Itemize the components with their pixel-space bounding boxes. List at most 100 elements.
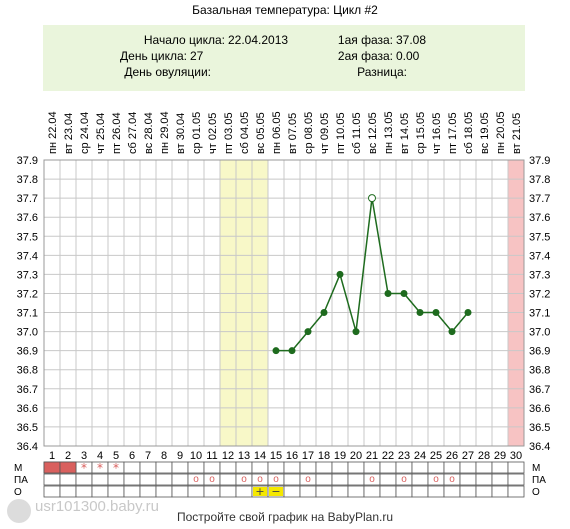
y-tick-label-right: 37.5 (529, 231, 550, 243)
y-tick-label-right: 36.9 (529, 346, 550, 358)
row-cell (75, 473, 93, 486)
next-period-band (508, 160, 524, 446)
x-day-number: 17 (302, 450, 314, 462)
x-date-label: вт 30.04 (175, 113, 187, 154)
row-cell (187, 485, 205, 498)
x-day-number: 13 (238, 450, 250, 462)
row-cell (43, 485, 61, 498)
x-date-label: ср 24.04 (79, 112, 91, 154)
x-date-label: вт 23.04 (63, 113, 75, 154)
row-cell (395, 461, 413, 474)
row-cell (331, 485, 349, 498)
row-cell (219, 461, 237, 474)
row-cell (363, 461, 381, 474)
x-date-label: вс 28.04 (143, 112, 155, 154)
row-cell (315, 473, 333, 486)
ovulation-test-mark: + (255, 485, 264, 498)
data-point (464, 309, 472, 317)
x-date-label: чт 09.05 (319, 113, 331, 154)
x-day-number: 27 (462, 450, 474, 462)
y-tick-label-right: 37.9 (529, 155, 550, 167)
data-point (272, 347, 280, 355)
y-tick-label-left: 36.6 (17, 403, 38, 415)
row-cell (443, 485, 461, 498)
x-date-label: ср 15.05 (415, 112, 427, 154)
row-cell (219, 485, 237, 498)
ovulation-day-label: День овуляции: (124, 65, 211, 79)
row-cell (347, 485, 365, 498)
y-tick-label-right: 36.8 (529, 365, 550, 377)
difference-label: Разница: (357, 65, 407, 79)
row-cell (171, 473, 189, 486)
row-cell (299, 485, 317, 498)
y-tick-label-left: 37.2 (17, 288, 38, 300)
data-point (432, 309, 440, 317)
menstruation-cell (59, 461, 77, 474)
data-point (368, 194, 376, 203)
row-cell (267, 461, 285, 474)
y-tick-label-right: 36.7 (529, 384, 550, 396)
x-day-number: 18 (318, 450, 330, 462)
row-cell (43, 473, 61, 486)
x-date-label: вс 05.05 (255, 112, 267, 154)
ovulation-test-cell (253, 487, 267, 496)
y-tick-label-right: 36.5 (529, 422, 550, 434)
x-day-number: 30 (510, 450, 522, 462)
row-cell (139, 473, 157, 486)
x-day-number: 7 (145, 450, 151, 462)
row-cell (59, 485, 77, 498)
row-cell (203, 461, 221, 474)
intercourse-mark: о (401, 474, 407, 485)
data-point (416, 309, 424, 317)
x-day-number: 3 (81, 450, 87, 462)
row-cell (123, 461, 141, 474)
x-date-label: чт 02.05 (207, 113, 219, 154)
intercourse-mark: о (257, 474, 263, 485)
x-date-label: вт 21.05 (511, 113, 523, 154)
y-tick-label-left: 37.7 (17, 193, 38, 205)
x-day-number: 24 (414, 450, 426, 462)
x-date-label: ср 01.05 (191, 112, 203, 154)
footer-link[interactable]: Постройте свой график на BabyPlan.ru (176, 510, 394, 524)
row-cell (139, 485, 157, 498)
x-day-number: 29 (494, 450, 506, 462)
row-cell (315, 461, 333, 474)
phase2-label: 2ая фаза: (337, 49, 393, 63)
y-tick-label-right: 37.6 (529, 212, 550, 224)
cycle-start-label: Начало цикла: (143, 33, 225, 47)
y-tick-label-left: 37.3 (17, 269, 38, 281)
row-cell (91, 485, 109, 498)
spotting-mark: * (113, 461, 119, 475)
y-tick-label-right: 37.4 (529, 250, 550, 262)
row-cell (347, 461, 365, 474)
intercourse-mark: о (193, 474, 199, 485)
row-cell (283, 473, 301, 486)
row-cell (219, 473, 237, 486)
x-date-label: вс 19.05 (479, 112, 491, 154)
x-date-label: пт 26.04 (111, 112, 123, 154)
row-cell (475, 461, 493, 474)
row-cell (379, 473, 397, 486)
y-tick-label-left: 36.7 (17, 384, 38, 396)
x-day-number: 2 (65, 450, 71, 462)
x-day-number: 20 (350, 450, 362, 462)
row-label-right: М (532, 463, 540, 474)
x-day-number: 10 (190, 450, 202, 462)
x-date-label: чт 16.05 (431, 113, 443, 154)
data-point (288, 347, 296, 355)
x-date-label: сб 04.05 (239, 112, 251, 154)
row-cell (331, 473, 349, 486)
row-label-right: ПА (532, 475, 546, 486)
y-tick-label-right: 36.4 (529, 441, 550, 453)
y-tick-label-left: 37.9 (17, 155, 38, 167)
y-tick-label-left: 37.8 (17, 174, 38, 186)
y-tick-label-left: 37.5 (17, 231, 38, 243)
x-day-number: 14 (254, 450, 266, 462)
row-cell (331, 461, 349, 474)
row-label-left: О (14, 487, 22, 498)
intercourse-mark: о (209, 474, 215, 485)
row-cell (459, 485, 477, 498)
ovulation-test-cell (269, 487, 283, 496)
data-point (336, 270, 344, 278)
spotting-mark: * (97, 461, 103, 475)
